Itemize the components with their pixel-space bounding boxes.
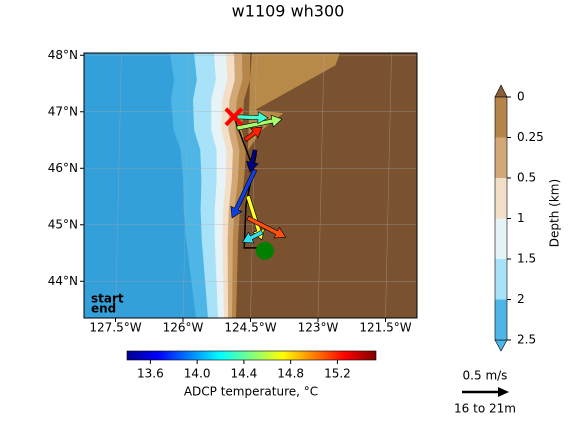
end-label: end — [91, 302, 116, 316]
scale-depth: 16 to 21m — [454, 402, 516, 416]
lon-tick-label: 126°W — [163, 321, 204, 335]
start-marker — [255, 241, 274, 260]
velocity-arrow — [241, 229, 264, 244]
depth-tick-label: 2.5 — [517, 333, 536, 347]
depth-tick-label: 2 — [517, 292, 525, 306]
velocity-arrow — [243, 126, 263, 143]
grid-line — [182, 53, 190, 318]
scale-label: 0.5 m/s — [463, 369, 508, 383]
temperature-tick-label: 15.2 — [324, 367, 351, 381]
temperature-colorbar — [126, 350, 377, 361]
title: w1109 wh300 — [232, 2, 345, 21]
grid-line — [250, 53, 257, 318]
lat-tick-label: 46°N — [48, 161, 78, 175]
lat-tick-label: 47°N — [48, 104, 78, 118]
depth-tick-label: 1.5 — [517, 252, 536, 266]
temperature-tick-label: 14.0 — [184, 367, 211, 381]
lon-tick-label: 123°W — [298, 321, 339, 335]
temperature-tick-label: 14.8 — [277, 367, 304, 381]
colorbar-band — [495, 97, 507, 138]
temperature-tick-label: 13.6 — [137, 367, 164, 381]
velocity-arrow — [230, 168, 258, 219]
temperature-tick-label: 14.4 — [231, 367, 258, 381]
velocity-arrow — [245, 194, 265, 241]
velocity-arrow — [236, 111, 269, 125]
colorbar-band — [495, 178, 507, 219]
depth-tick-label: 1 — [517, 211, 525, 225]
start-label: start — [91, 292, 124, 306]
temperature-label: ADCP temperature, °C — [184, 385, 318, 399]
scale-arrow-head — [498, 387, 509, 397]
lon-tick-label: 121.5°W — [359, 321, 411, 335]
lon-tick-label: 127.5°W — [89, 321, 141, 335]
colorbar-band — [495, 259, 507, 300]
velocity-arrow — [245, 149, 259, 173]
grid-line — [385, 53, 392, 318]
depth-tick-label: 0.5 — [517, 171, 536, 185]
lat-tick-label: 45°N — [48, 217, 78, 231]
depth-tick-label: 0 — [517, 90, 525, 104]
depth-label: Depth (km) — [548, 179, 562, 247]
grid-line — [115, 53, 122, 318]
end-marker — [224, 107, 244, 127]
depth-tick-label: 0.25 — [517, 130, 544, 144]
colorbar-band — [495, 299, 507, 340]
velocity-arrow — [246, 215, 287, 239]
lowland — [255, 60, 352, 115]
lat-tick-label: 48°N — [48, 48, 78, 62]
colorbar-extend — [494, 339, 508, 352]
colorbar-extend — [494, 84, 508, 98]
colorbar-band — [495, 137, 507, 178]
grid-line — [317, 53, 325, 318]
colorbar-band — [495, 218, 507, 259]
lon-tick-label: 124.5°W — [224, 321, 276, 335]
lat-tick-label: 44°N — [48, 274, 78, 288]
